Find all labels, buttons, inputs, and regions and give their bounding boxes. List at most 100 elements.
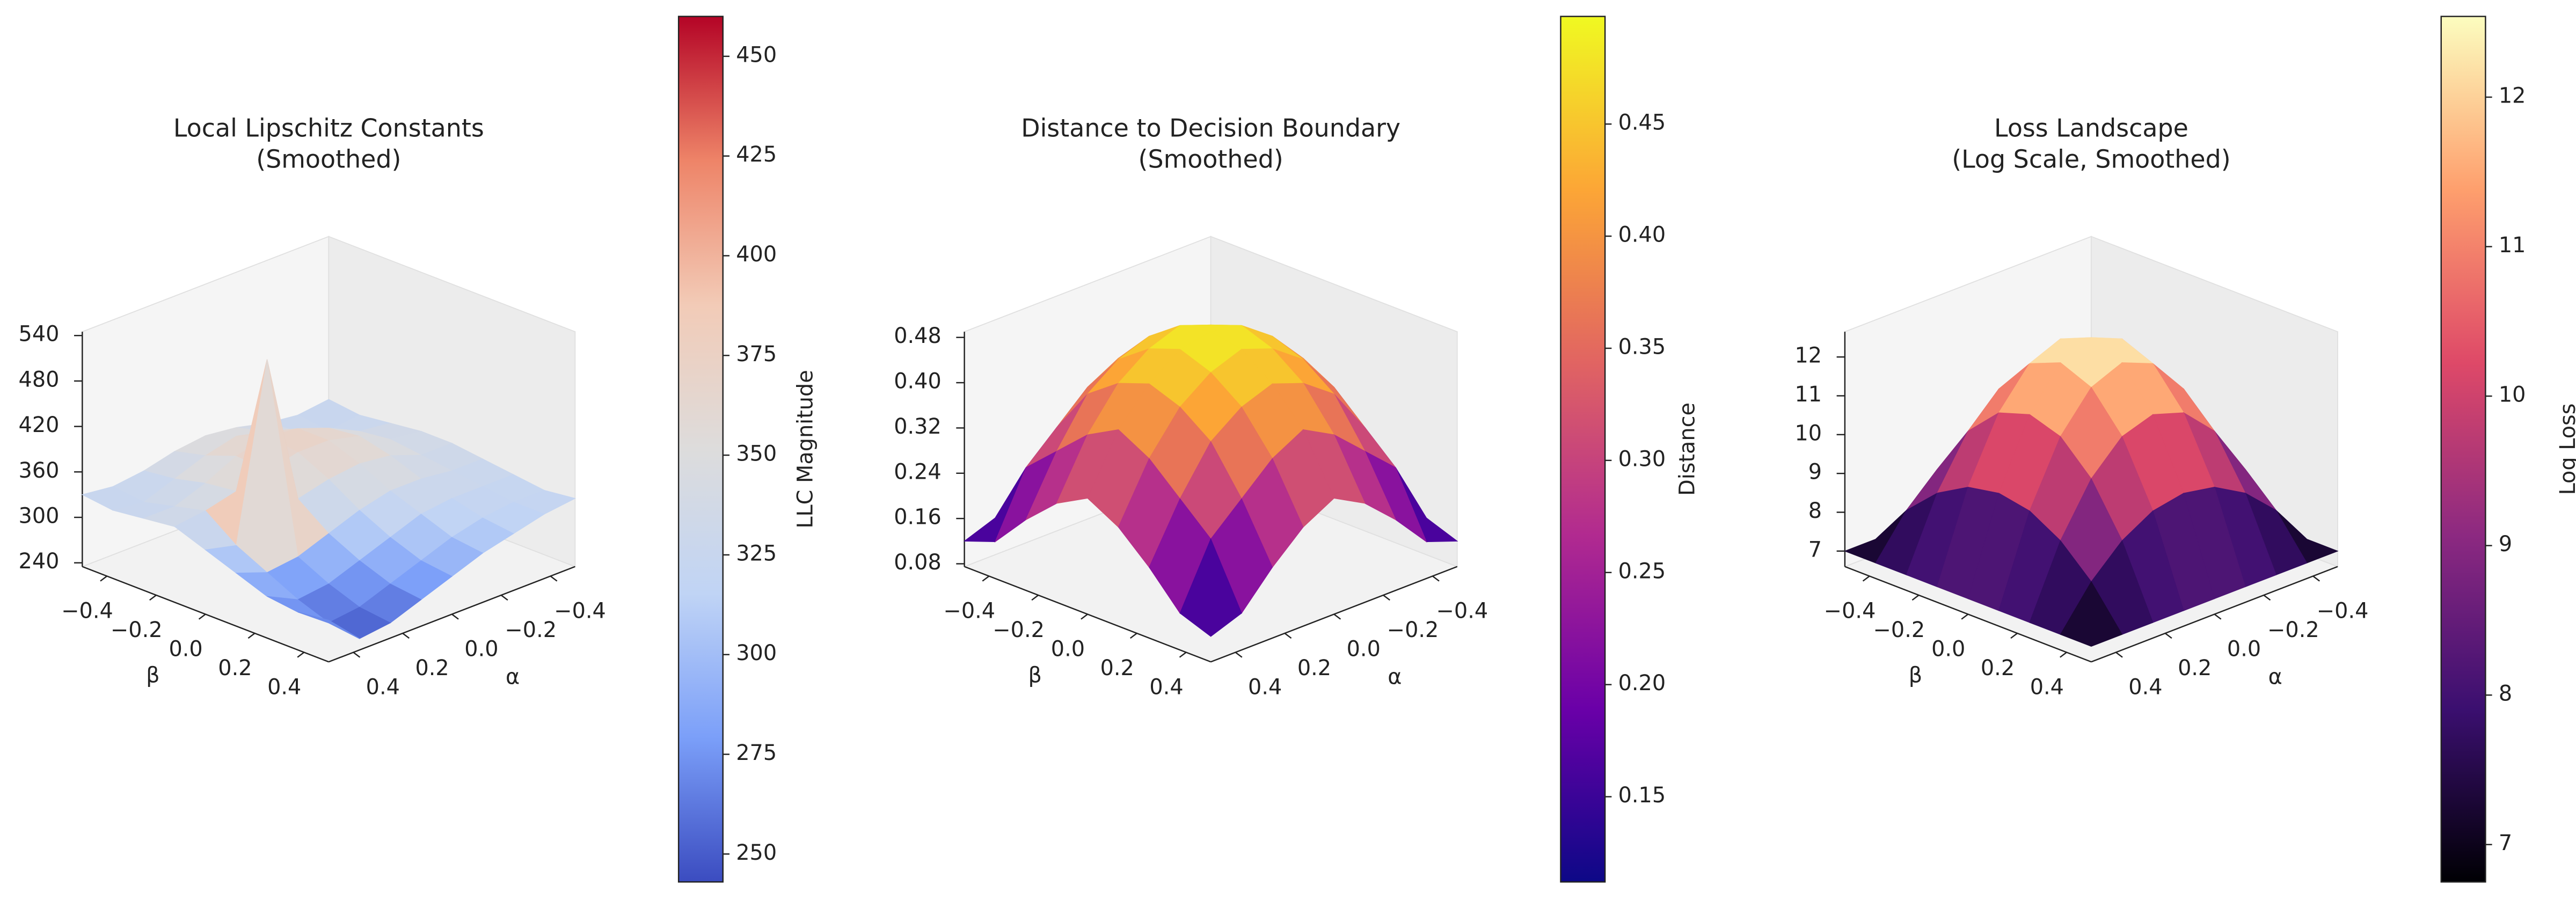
y-tick-label: −0.4 — [1824, 598, 1876, 623]
colorbar-label: Distance — [1675, 403, 1700, 496]
colorbar-tick-label: 275 — [736, 741, 777, 765]
y-tick-label: −0.4 — [944, 598, 996, 623]
y-tick-label: 0.4 — [1149, 675, 1183, 699]
z-tick-label: 11 — [1794, 382, 1822, 407]
y-tick-label: 0.0 — [169, 636, 202, 661]
colorbar-tick-label: 10 — [2499, 383, 2526, 407]
x-tick-label: −0.4 — [554, 598, 606, 623]
chart-title: (Smoothed) — [1139, 144, 1283, 173]
colorbar-tick-label: 350 — [736, 442, 777, 466]
chart-title: Distance to Decision Boundary — [1021, 113, 1400, 142]
x-tick — [550, 575, 558, 582]
y-tick-label: −0.4 — [61, 598, 113, 623]
y-tick-label: 0.4 — [2030, 675, 2064, 699]
z-tick-label: 7 — [1808, 537, 1822, 562]
x-tick — [353, 652, 361, 658]
colorbar-tick-label: 7 — [2499, 831, 2512, 855]
x-axis-line — [2091, 566, 2338, 663]
y-tick-label: −0.2 — [111, 618, 163, 642]
z-tick-label: 0.24 — [894, 459, 942, 484]
colorbar-tick-label: 425 — [736, 142, 777, 167]
z-tick-label: 0.32 — [894, 414, 942, 439]
y-tick-label: 0.0 — [1051, 636, 1085, 661]
x-tick — [1383, 595, 1390, 601]
colorbar-tick-label: 0.15 — [1618, 783, 1666, 808]
x-tick — [500, 595, 508, 601]
surface-cell — [297, 611, 360, 639]
colorbar-tick-label: 300 — [736, 641, 777, 665]
chart-title: Loss Landscape — [1994, 113, 2188, 142]
x-tick-label: 0.0 — [1347, 636, 1381, 661]
z-tick-label: 0.08 — [894, 550, 942, 575]
x-tick — [2115, 652, 2123, 658]
chart-title: (Log Scale, Smoothed) — [1952, 144, 2230, 173]
y-tick — [1911, 595, 1920, 601]
y-tick-label: −0.2 — [993, 618, 1045, 642]
chart-title: Local Lipschitz Constants — [173, 113, 484, 142]
y-axis-line — [82, 566, 329, 663]
y-tick — [198, 613, 206, 620]
x-tick-label: −0.4 — [2317, 598, 2369, 623]
x-tick — [1284, 633, 1292, 639]
y-tick — [100, 575, 107, 582]
z-tick-label: 12 — [1794, 343, 1822, 368]
x-tick — [402, 633, 410, 639]
z-tick-label: 8 — [1808, 499, 1822, 523]
z-tick-label: 240 — [19, 549, 60, 574]
z-tick-label: 10 — [1794, 421, 1822, 445]
y-tick — [1862, 575, 1870, 582]
colorbar-tick-label: 12 — [2499, 84, 2526, 108]
x-axis-label: α — [2268, 664, 2282, 689]
y-axis-label: β — [146, 663, 159, 687]
colorbar-tick-label: 250 — [736, 840, 777, 865]
y-tick — [1961, 613, 1969, 620]
colorbar-tick-label: 400 — [736, 242, 777, 267]
z-tick-label: 360 — [19, 458, 60, 483]
x-tick-label: 0.4 — [1248, 675, 1282, 699]
colorbar-tick-label: 11 — [2499, 233, 2526, 258]
colorbar-tick-label: 9 — [2499, 532, 2512, 557]
x-tick-label: −0.2 — [2267, 618, 2319, 642]
chart-title: (Smoothed) — [256, 144, 401, 173]
x-tick-label: −0.2 — [1387, 618, 1439, 642]
x-tick — [1333, 613, 1341, 620]
y-tick — [2060, 652, 2067, 658]
colorbar — [1560, 16, 1606, 883]
y-tick-label: 0.4 — [267, 675, 301, 699]
colorbar-tick-label: 0.35 — [1618, 334, 1666, 359]
z-tick-label: 0.16 — [894, 505, 942, 530]
x-tick — [2164, 633, 2172, 639]
x-tick-label: 0.2 — [2178, 656, 2212, 681]
y-axis-label: β — [1909, 663, 1922, 687]
x-tick — [2312, 575, 2320, 582]
y-tick — [1031, 595, 1039, 601]
x-tick — [1432, 575, 1440, 582]
x-tick — [2263, 595, 2271, 601]
colorbar-tick-label: 0.20 — [1618, 671, 1666, 696]
colorbar-tick-label: 0.40 — [1618, 223, 1666, 247]
colorbar-tick-label: 375 — [736, 342, 777, 367]
x-tick-label: 0.0 — [464, 636, 498, 661]
x-tick — [1235, 652, 1243, 658]
x-tick-label: −0.2 — [505, 618, 557, 642]
y-axis-label: β — [1028, 663, 1042, 687]
x-tick-label: 0.2 — [415, 656, 449, 681]
colorbar-tick-label: 0.25 — [1618, 559, 1666, 583]
y-tick — [297, 652, 305, 658]
y-tick — [2010, 633, 2018, 639]
y-tick-label: 0.2 — [1981, 656, 2015, 681]
z-tick-label: 0.40 — [894, 369, 942, 394]
x-tick-label: −0.4 — [1436, 598, 1488, 623]
z-tick-label: 480 — [19, 367, 60, 392]
z-tick-label: 300 — [19, 504, 60, 529]
x-axis-line — [328, 566, 575, 663]
y-tick — [1179, 652, 1187, 658]
y-tick-label: 0.2 — [218, 656, 252, 681]
surface-cell — [1179, 538, 1242, 637]
y-tick — [149, 595, 157, 601]
colorbar-tick-label: 0.45 — [1618, 111, 1666, 135]
z-tick-label: 9 — [1808, 460, 1822, 485]
y-tick — [1081, 613, 1088, 620]
colorbar-tick-label: 325 — [736, 541, 777, 566]
x-tick — [451, 613, 459, 620]
